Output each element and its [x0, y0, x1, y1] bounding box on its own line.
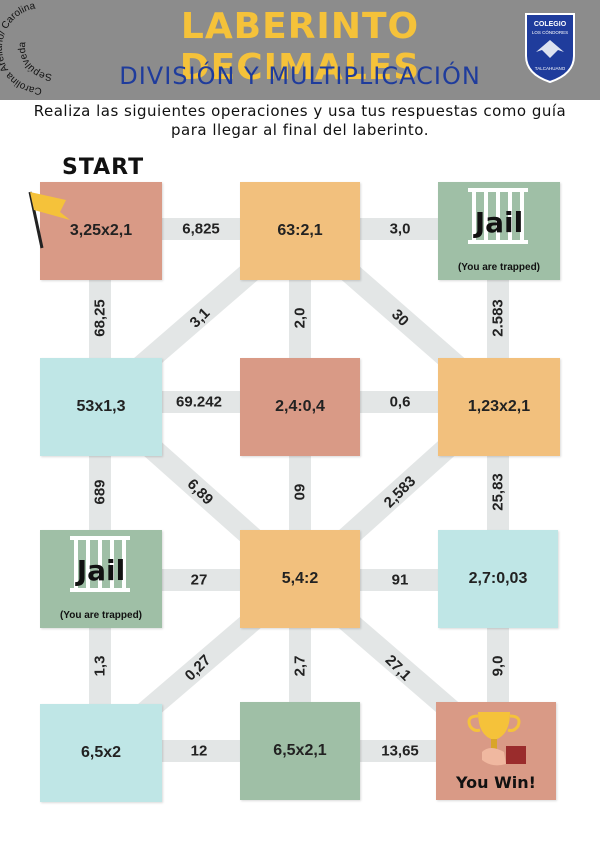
instructions-line1: Realiza las siguientes operaciones y usa… [33, 102, 567, 120]
answer-v-c2-12: 2,0 [291, 307, 309, 329]
win-label: You Win! [456, 773, 536, 792]
answer-v-c2-23: 09 [291, 483, 309, 501]
answer-v-c1-23: 689 [91, 479, 109, 505]
answer-h1-23: 3,0 [389, 220, 411, 238]
jail-box-left[interactable]: Jail (You are trapped) [40, 530, 162, 628]
answer-h3-12: 27 [190, 571, 208, 589]
answer-v-c2-34: 2,7 [291, 655, 309, 677]
answer-v-c1-12: 68,25 [91, 299, 109, 337]
answer-h2-23: 0,6 [389, 393, 411, 411]
trophy-icon [467, 712, 526, 766]
answer-v-c3-34: 9,0 [489, 655, 507, 677]
school-crest-logo: COLEGIO LOS CÓNDORES TALCAHUANO [525, 13, 575, 84]
answer-v-c3-23: 25,83 [489, 473, 507, 511]
answer-h4-12: 12 [190, 742, 208, 760]
answer-v-c1-34: 1,3 [91, 655, 109, 677]
author-credit: Carolina Arellano/ Carolina Sepúlveda [0, 1, 52, 97]
box-r4c2[interactable]: 6,5x2,1 [240, 702, 360, 800]
page-title: LABERINTO DECIMALES [179, 6, 421, 88]
jail-subtitle: (You are trapped) [457, 262, 541, 273]
instructions: Realiza las siguientes operaciones y usa… [20, 102, 580, 140]
win-box[interactable]: You Win! [436, 702, 556, 800]
box-r3c3[interactable]: 2,7:0,03 [438, 530, 558, 628]
box-r2c3[interactable]: 1,23x2,1 [438, 358, 560, 456]
box-r2c2[interactable]: 2,4:0,4 [240, 358, 360, 456]
box-r4c1[interactable]: 6,5x2 [40, 704, 162, 802]
logo-line2: LOS CÓNDORES [532, 29, 568, 35]
answer-h1-12: 6,825 [182, 220, 220, 238]
page-subtitle: DIVISIÓN Y MULTIPLICACIÓN [119, 62, 481, 90]
box-r3c2[interactable]: 5,4:2 [240, 530, 360, 628]
box-r1c2[interactable]: 63:2,1 [240, 182, 360, 280]
answer-h3-23: 91 [391, 571, 409, 589]
jail-bars-icon [70, 536, 130, 592]
box-r1c1[interactable]: 3,25x2,1 [40, 182, 162, 280]
instructions-line2: para llegar al final del laberinto. [171, 121, 429, 139]
start-label: START [62, 155, 145, 180]
answer-v-c3-12: 2.583 [489, 299, 507, 337]
logo-line1: COLEGIO [534, 21, 567, 28]
logo-line3: TALCAHUANO [535, 66, 566, 71]
jail-title: Jail [474, 206, 524, 239]
answer-h2-12: 69.242 [176, 393, 222, 411]
box-r2c1[interactable]: 53x1,3 [40, 358, 162, 456]
header-banner: Carolina Arellano/ Carolina Sepúlveda LA… [0, 0, 600, 100]
answer-h4-23: 13,65 [381, 742, 419, 760]
start-flag-icon [28, 191, 70, 249]
jail-title: Jail [76, 554, 126, 587]
jail-box-top-right[interactable]: Jail (You are trapped) [438, 182, 560, 280]
jail-bars-icon [468, 188, 528, 244]
jail-subtitle: (You are trapped) [59, 610, 143, 621]
